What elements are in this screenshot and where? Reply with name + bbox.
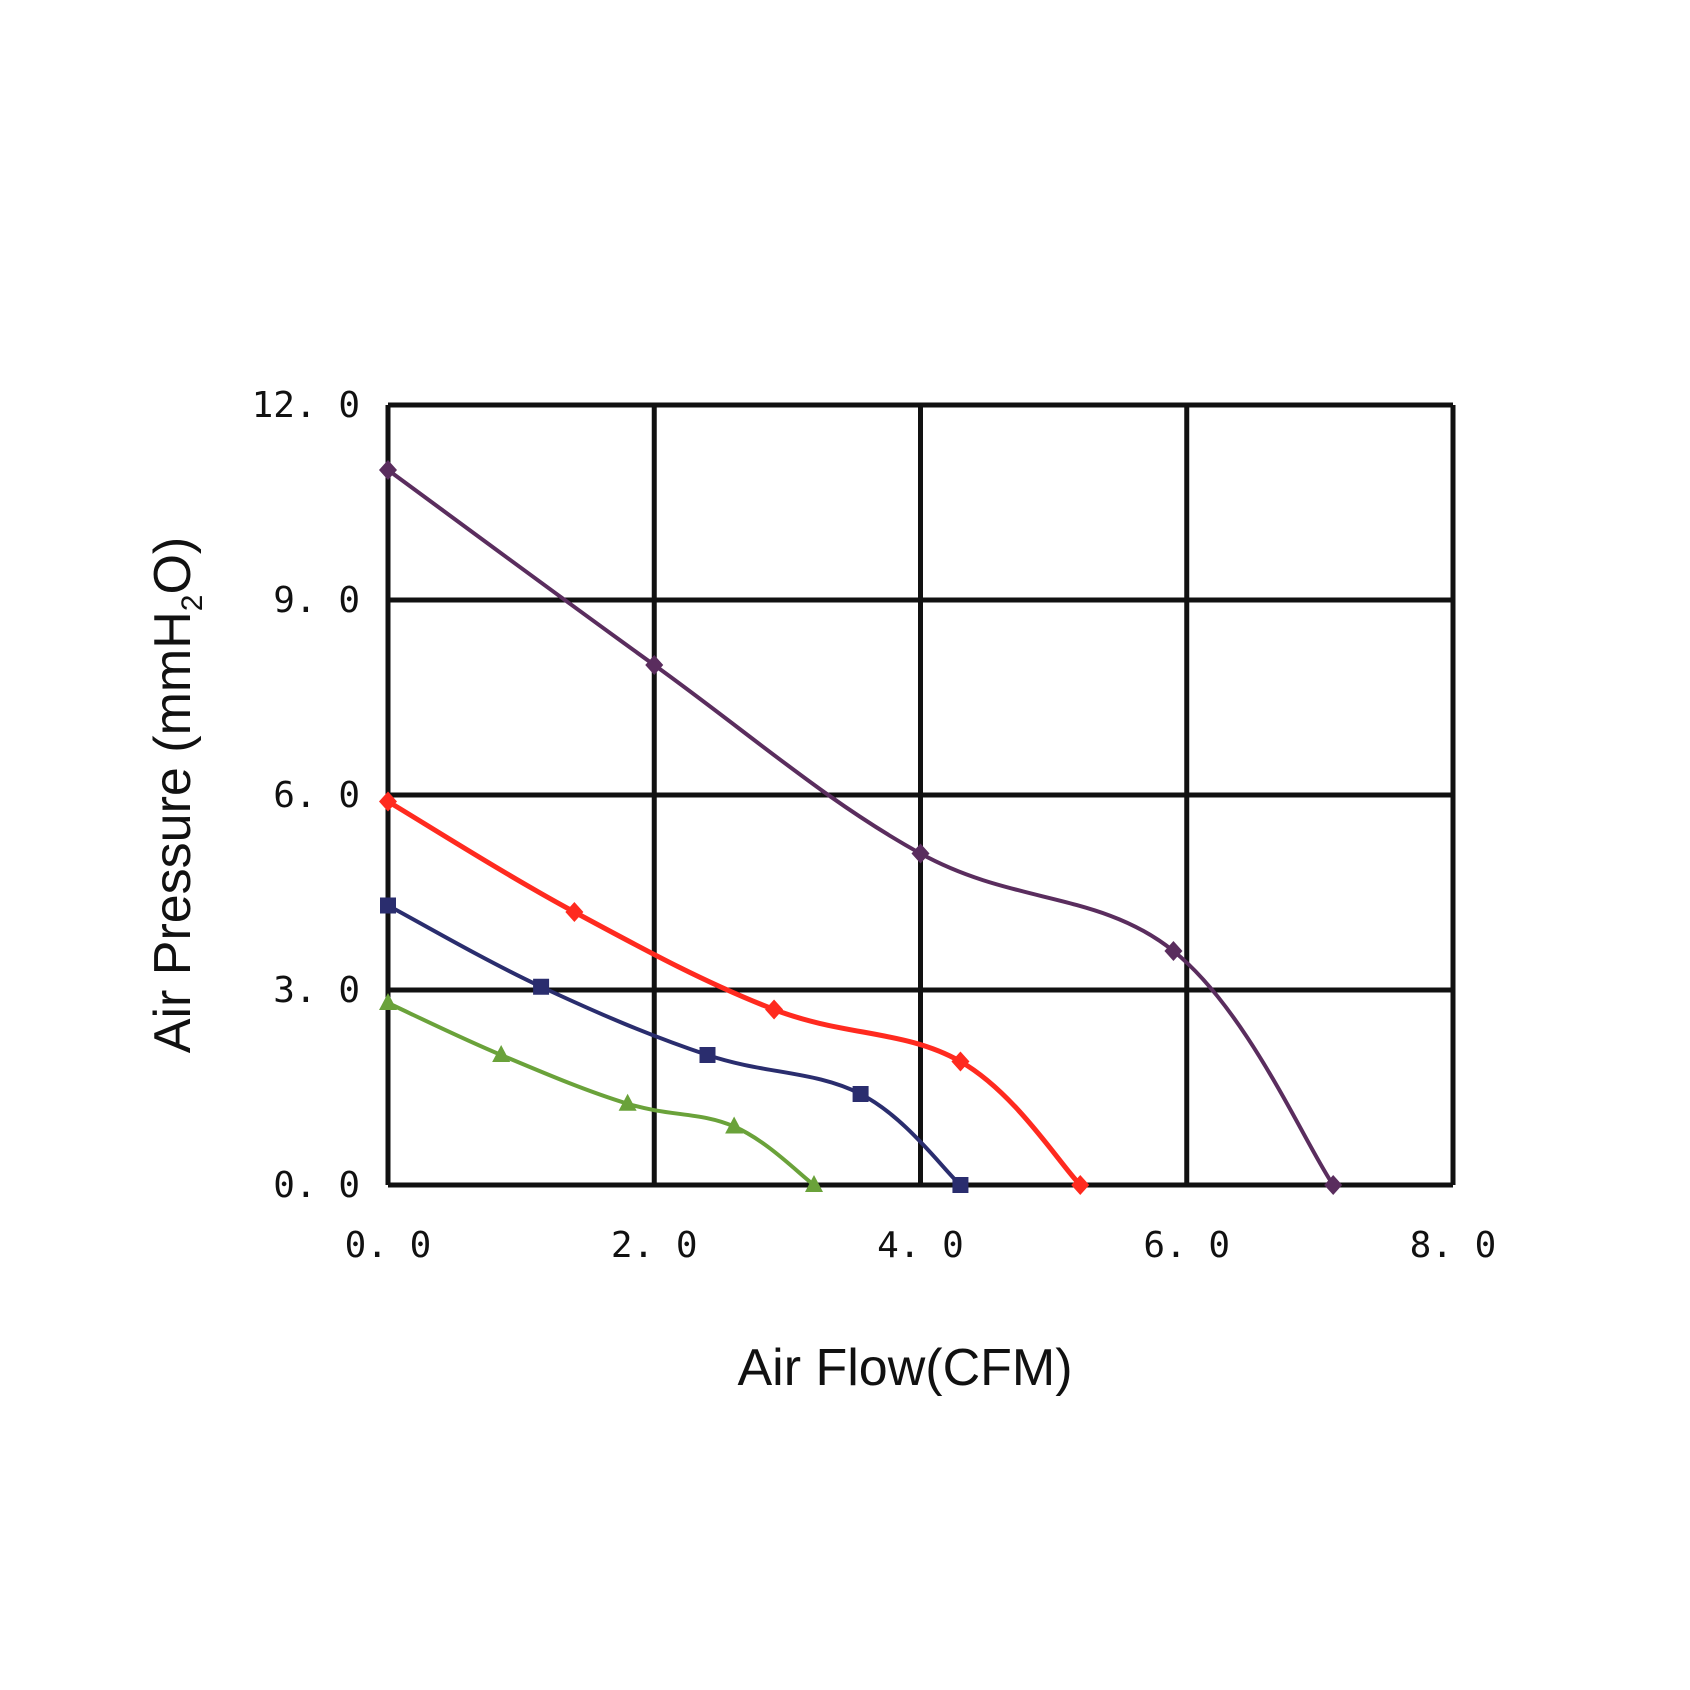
data-point — [805, 1175, 823, 1192]
data-point — [852, 1086, 869, 1102]
y-tick-label: 3. 0 — [273, 970, 360, 1011]
series-line — [386, 468, 1336, 1187]
y-axis-title-subscript: 2 — [176, 595, 209, 612]
data-point — [533, 978, 550, 995]
data-point — [765, 999, 784, 1020]
series-1 — [379, 791, 1090, 1195]
tick-labels: 0. 0 2. 0 4. 0 6. 0 8. 0 0. 0 3. 0 6. 0 9. 0 12. … — [252, 385, 1497, 1266]
series-2 — [380, 897, 969, 1193]
data-point — [618, 1093, 637, 1111]
data-point — [699, 1047, 716, 1063]
y-tick-label: 0. 0 — [273, 1165, 360, 1206]
data-point — [492, 1045, 511, 1062]
data-point — [380, 897, 396, 914]
x-tick-label: 2. 0 — [611, 1225, 698, 1266]
y-axis-title-main: Air Pressure (mmH — [144, 611, 202, 1053]
y-tick-label: 9. 0 — [273, 580, 360, 621]
data-point — [1071, 1175, 1090, 1195]
data-point — [645, 655, 664, 675]
series-layer — [379, 460, 1343, 1195]
data-point — [1164, 941, 1183, 961]
x-tick-label: 6. 0 — [1143, 1225, 1230, 1266]
grid — [385, 402, 1456, 1188]
series-0 — [379, 460, 1343, 1195]
x-axis-title: Air Flow(CFM) — [737, 1339, 1072, 1397]
data-point — [379, 993, 397, 1010]
y-tick-label: 12. 0 — [252, 385, 360, 426]
y-tick-label: 6. 0 — [273, 775, 360, 816]
data-point — [565, 902, 584, 922]
y-axis-title: Air Pressure (mmH2O) — [144, 537, 209, 1053]
x-tick-label: 0. 0 — [345, 1225, 432, 1266]
series-line — [386, 1001, 816, 1187]
y-axis-title-end: O) — [144, 537, 202, 595]
data-point — [951, 1051, 970, 1072]
x-tick-label: 4. 0 — [877, 1225, 964, 1266]
x-tick-label: 8. 0 — [1410, 1225, 1497, 1266]
series-3 — [379, 993, 823, 1192]
data-point — [1324, 1175, 1343, 1195]
data-point — [379, 460, 397, 480]
data-point — [911, 843, 930, 864]
data-point — [952, 1177, 969, 1193]
data-point — [725, 1116, 744, 1134]
data-point — [379, 791, 397, 812]
